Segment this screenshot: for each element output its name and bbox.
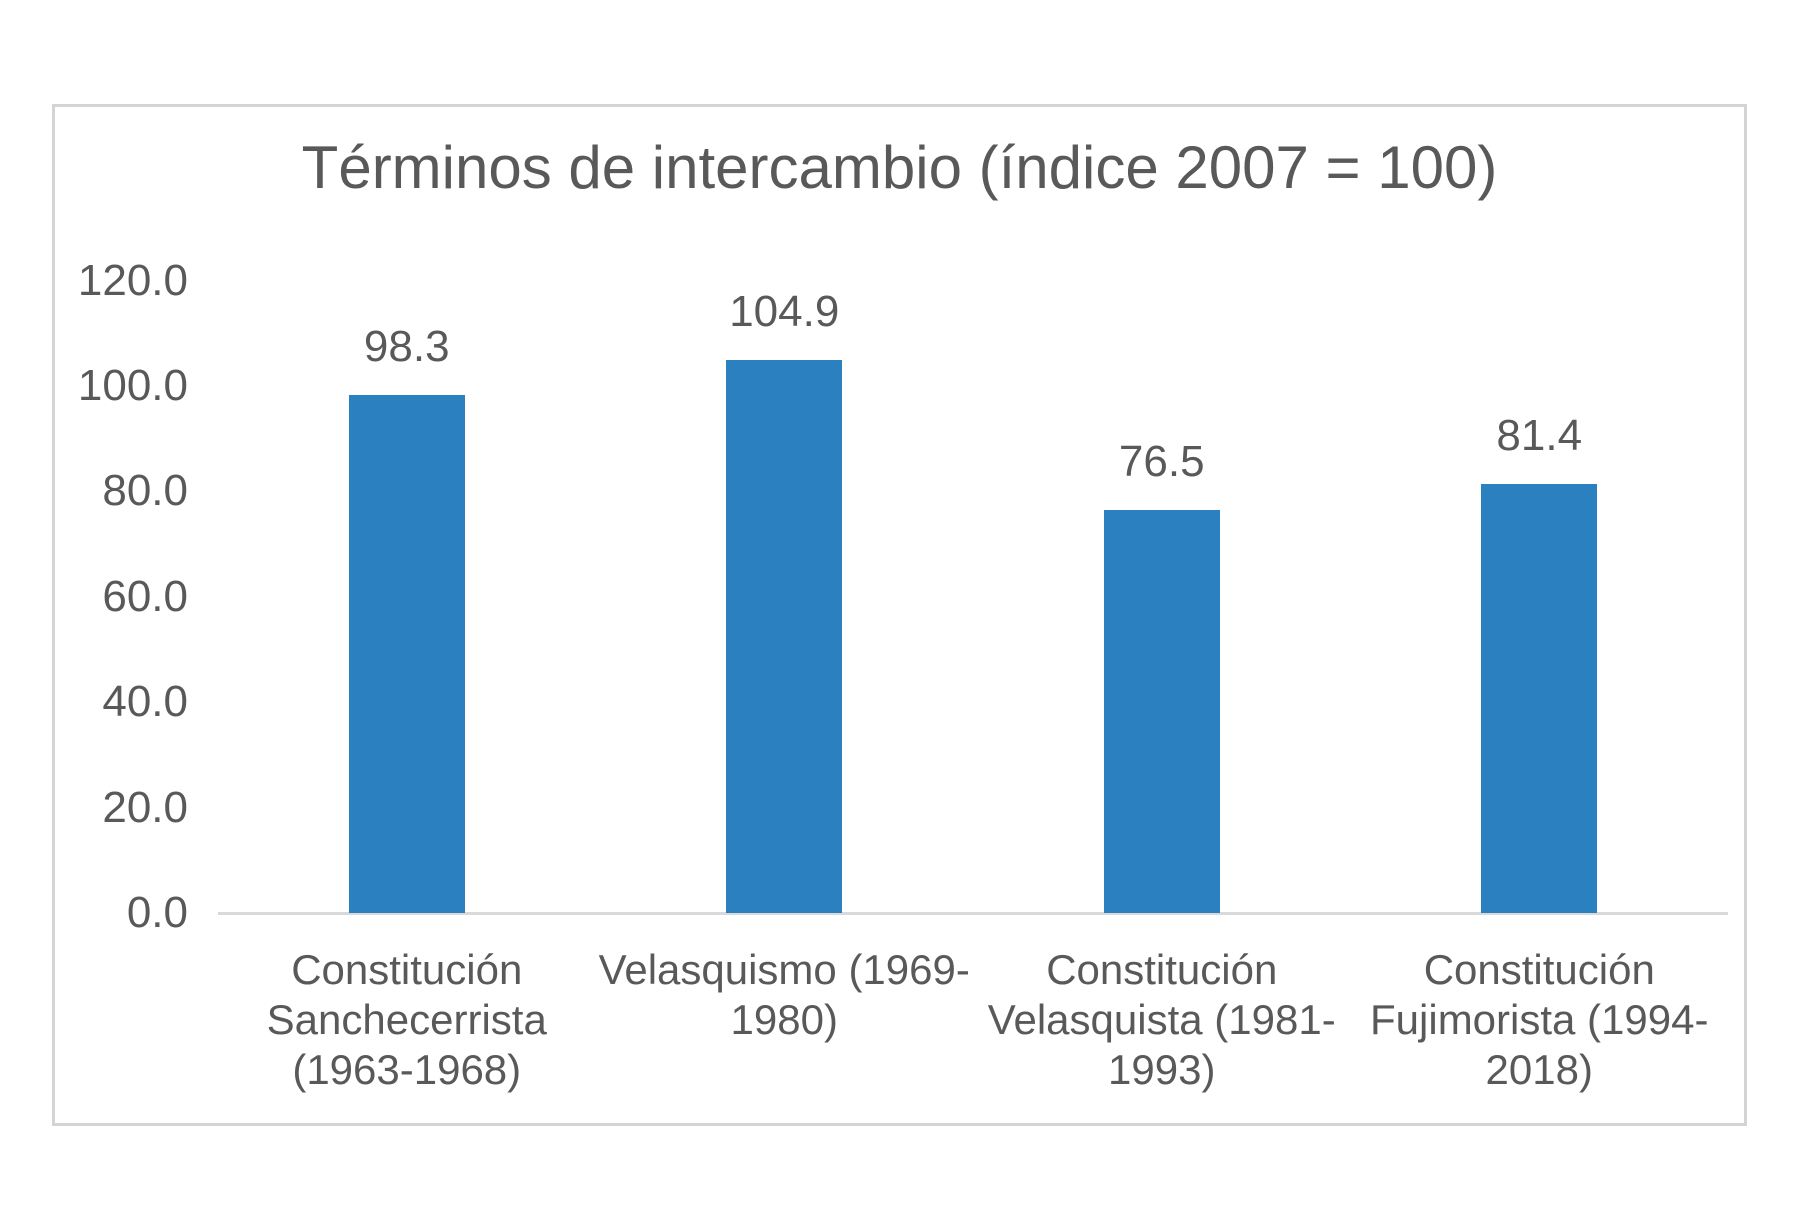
data-label: 98.3 (363, 321, 450, 371)
category-label: Velasquismo (1969- 1980) (594, 945, 974, 1045)
bar (726, 360, 843, 913)
category-label-line: Constitución (1423, 946, 1655, 993)
category-label-line: 1993) (1108, 1046, 1216, 1093)
category-label-line: Velasquista (1981- (987, 996, 1336, 1043)
y-tick-label: 60.0 (102, 571, 188, 621)
y-tick-label: 80.0 (102, 466, 188, 516)
category-label-line: Constitución (291, 946, 523, 993)
chart-title: Términos de intercambio (índice 2007 = 1… (301, 134, 1498, 201)
category-label: Constitución Fujimorista (1994- 2018) (1349, 945, 1729, 1095)
y-tick-label: 0.0 (126, 888, 188, 937)
data-label: 81.4 (1496, 411, 1583, 461)
chart-frame: Términos de intercambio (índice 2007 = 1… (52, 104, 1747, 1126)
y-tick-label: 40.0 (102, 677, 188, 727)
data-label: 76.5 (1118, 436, 1205, 486)
data-label: 104.9 (729, 287, 840, 337)
y-tick-label: 120.0 (77, 255, 188, 305)
category-label: Constitución Sanchecerrista (1963-1968) (217, 945, 597, 1095)
y-tick-label: 20.0 (102, 782, 188, 832)
category-label-line: (1963-1968) (292, 1046, 522, 1093)
category-label-line: 1980) (730, 996, 838, 1043)
category-label-line: Constitución (1046, 946, 1278, 993)
bar (348, 394, 465, 913)
x-axis-line (218, 912, 1728, 915)
y-tick-label: 100.0 (77, 361, 188, 410)
category-label-line: Velasquismo (1969- (598, 946, 970, 993)
category-label-line: Sanchecerrista (266, 996, 547, 1043)
bar (1103, 509, 1220, 913)
category-label-line: Fujimorista (1994- (1370, 996, 1709, 1043)
bar (1481, 484, 1598, 913)
category-label-line: 2018) (1485, 1046, 1593, 1093)
category-label: Constitución Velasquista (1981- 1993) (972, 945, 1352, 1095)
